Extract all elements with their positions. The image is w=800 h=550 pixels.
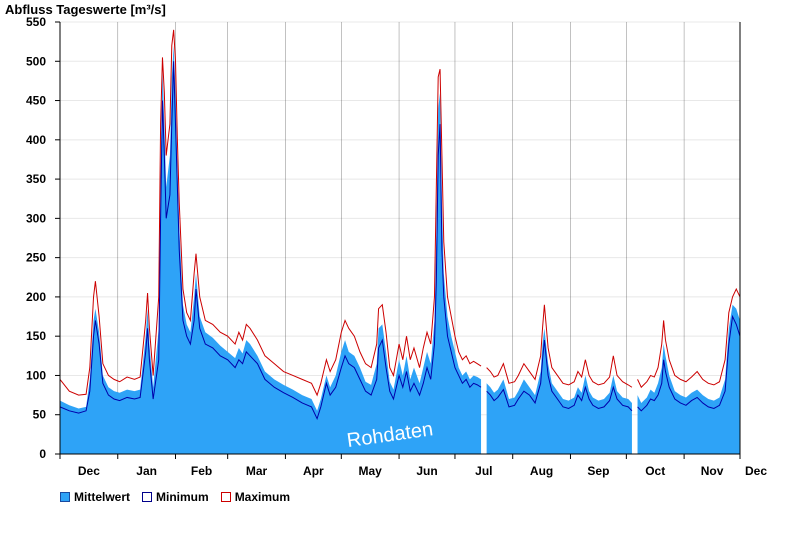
y-tick-label: 350 — [26, 172, 46, 186]
x-tick-label: May — [359, 464, 383, 478]
x-tick-label: Apr — [303, 464, 324, 478]
legend-swatch-min — [142, 492, 153, 502]
x-tick-label: Mar — [246, 464, 268, 478]
y-tick-label: 250 — [26, 251, 46, 265]
legend-swatch-mean — [60, 492, 70, 502]
x-tick-label: Jan — [136, 464, 157, 478]
x-tick-label: Aug — [530, 464, 553, 478]
mean-area — [60, 45, 482, 455]
y-tick-label: 50 — [33, 408, 47, 422]
min-line — [486, 340, 633, 412]
legend-label-max: Maximum — [234, 490, 291, 504]
axes — [55, 21, 741, 459]
y-tick-label: 300 — [26, 211, 46, 225]
y-tick-label: 500 — [26, 54, 46, 68]
legend-item-min: Minimum — [142, 490, 209, 504]
x-tick-label: Jul — [475, 464, 492, 478]
y-tick-label: 550 — [26, 15, 46, 29]
x-tick-label: Jun — [416, 464, 437, 478]
x-tick-label: Sep — [587, 464, 609, 478]
chart-title: Abfluss Tageswerte [m³/s] — [5, 2, 166, 17]
legend-swatch-max — [220, 492, 231, 502]
y-tick-label: 450 — [26, 94, 46, 108]
mean-area — [486, 328, 632, 454]
y-tick-label: 150 — [26, 329, 46, 343]
y-tick-label: 400 — [26, 133, 46, 147]
legend: Mittelwert Minimum Maximum — [60, 490, 290, 504]
x-tick-labels: Dec Jan Feb Mar Apr May Jun Jul Aug Sep Oct Nov Dec — [78, 464, 767, 478]
x-tick-label: Dec — [745, 464, 767, 478]
legend-item-mean: Mittelwert — [60, 490, 130, 504]
min-line — [637, 314, 741, 412]
max-line — [59, 29, 482, 397]
legend-label-min: Minimum — [156, 490, 209, 504]
mean-area-layer — [60, 45, 740, 455]
max-line — [486, 304, 633, 388]
legend-label-mean: Mittelwert — [74, 490, 131, 504]
y-tick-labels: 0 50 100 150 200 250 300 350 400 450 500 550 — [26, 15, 46, 461]
x-tick-label: Feb — [191, 464, 212, 478]
line-layer — [59, 29, 741, 421]
legend-item-max: Maximum — [220, 490, 291, 504]
y-tick-label: 0 — [39, 447, 46, 461]
mean-area — [637, 304, 740, 454]
x-tick-label: Nov — [701, 464, 724, 478]
y-tick-label: 100 — [26, 368, 46, 382]
x-tick-label: Oct — [645, 464, 665, 478]
max-line — [637, 287, 741, 389]
min-line — [59, 61, 482, 421]
y-tick-label: 200 — [26, 290, 46, 304]
x-tick-label: Dec — [78, 464, 100, 478]
